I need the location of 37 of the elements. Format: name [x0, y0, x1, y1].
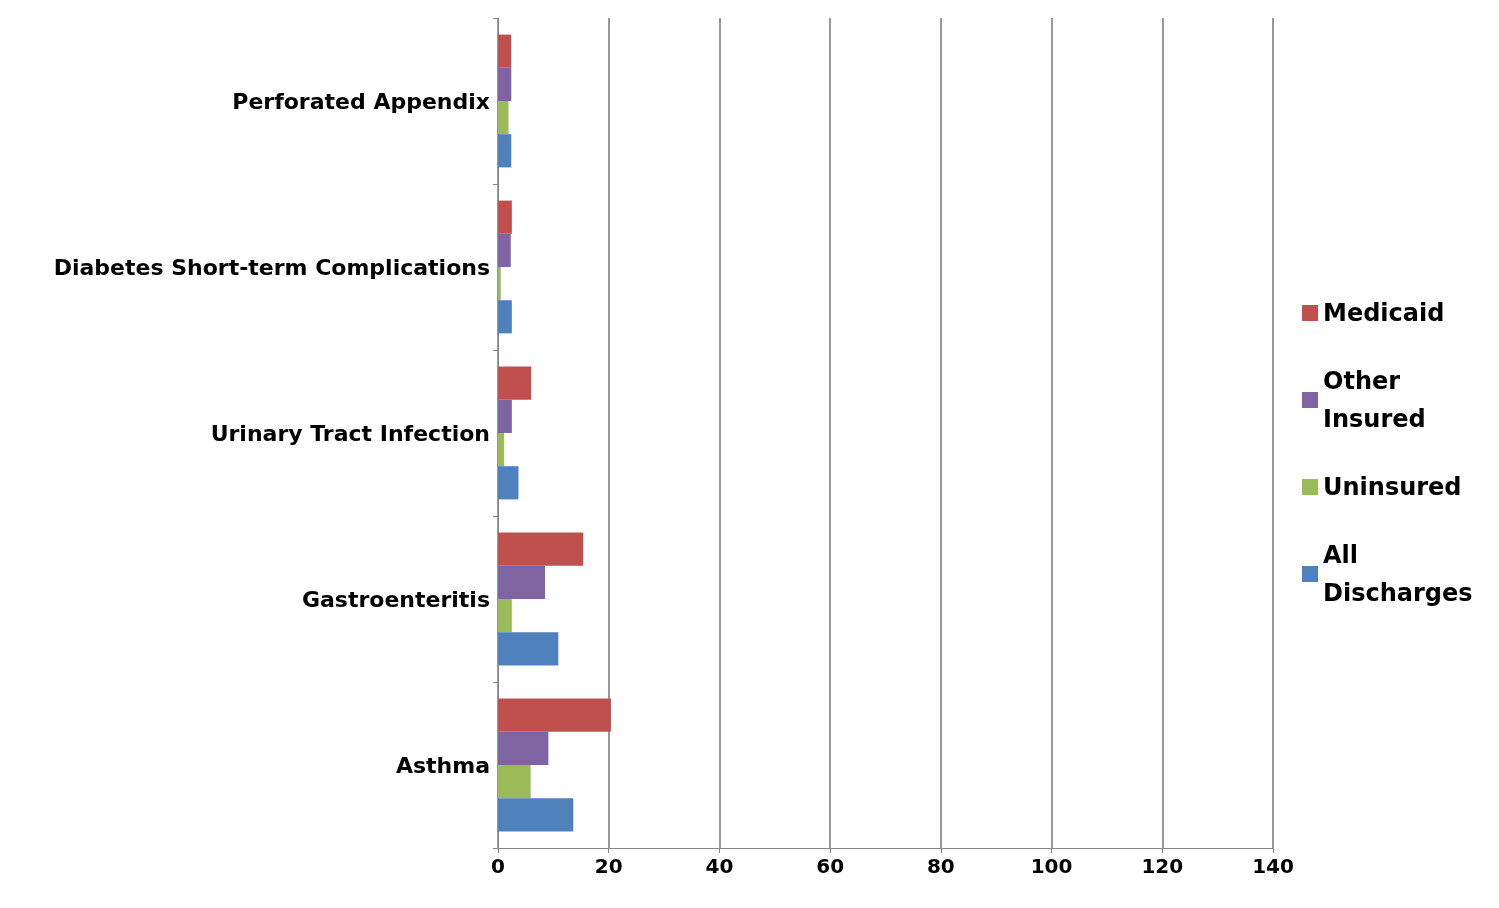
legend-label: All Discharges — [1323, 541, 1473, 607]
bar — [498, 466, 519, 500]
bar — [498, 134, 512, 168]
bar — [498, 267, 501, 301]
bar — [498, 798, 574, 832]
bar — [498, 765, 531, 799]
y-tick-label: Perforated Appendix — [232, 88, 490, 114]
y-tick-label: Gastroenteritis — [301, 586, 490, 612]
bar — [498, 233, 511, 267]
legend-label: Uninsured — [1323, 473, 1462, 501]
bar — [498, 366, 532, 400]
x-tick-label: 40 — [705, 854, 734, 878]
bar — [498, 599, 512, 633]
y-tick-label: Asthma — [395, 752, 490, 778]
bar — [498, 300, 512, 334]
bar — [498, 67, 512, 101]
x-tick-label: 20 — [594, 854, 623, 878]
bar — [498, 399, 512, 433]
x-tick-label: 120 — [1141, 854, 1184, 878]
x-tick-label: 0 — [491, 854, 505, 878]
legend-label: Other Insured — [1323, 367, 1426, 433]
bar — [498, 433, 505, 467]
x-tick-label: 80 — [926, 854, 955, 878]
legend-label: Medicaid — [1323, 299, 1445, 327]
x-tick-label: 100 — [1030, 854, 1073, 878]
y-tick-label: Urinary Tract Infection — [210, 420, 490, 446]
x-tick-label: 140 — [1252, 854, 1294, 878]
bar — [498, 200, 512, 234]
bar — [498, 698, 611, 732]
bar — [498, 34, 512, 68]
bar — [498, 101, 509, 135]
bar — [498, 532, 584, 566]
x-tick-label: 60 — [816, 854, 845, 878]
bar — [498, 632, 559, 666]
y-tick-label: Diabetes Short-term Complications — [53, 254, 490, 280]
bar — [498, 731, 549, 765]
bar — [498, 565, 546, 599]
